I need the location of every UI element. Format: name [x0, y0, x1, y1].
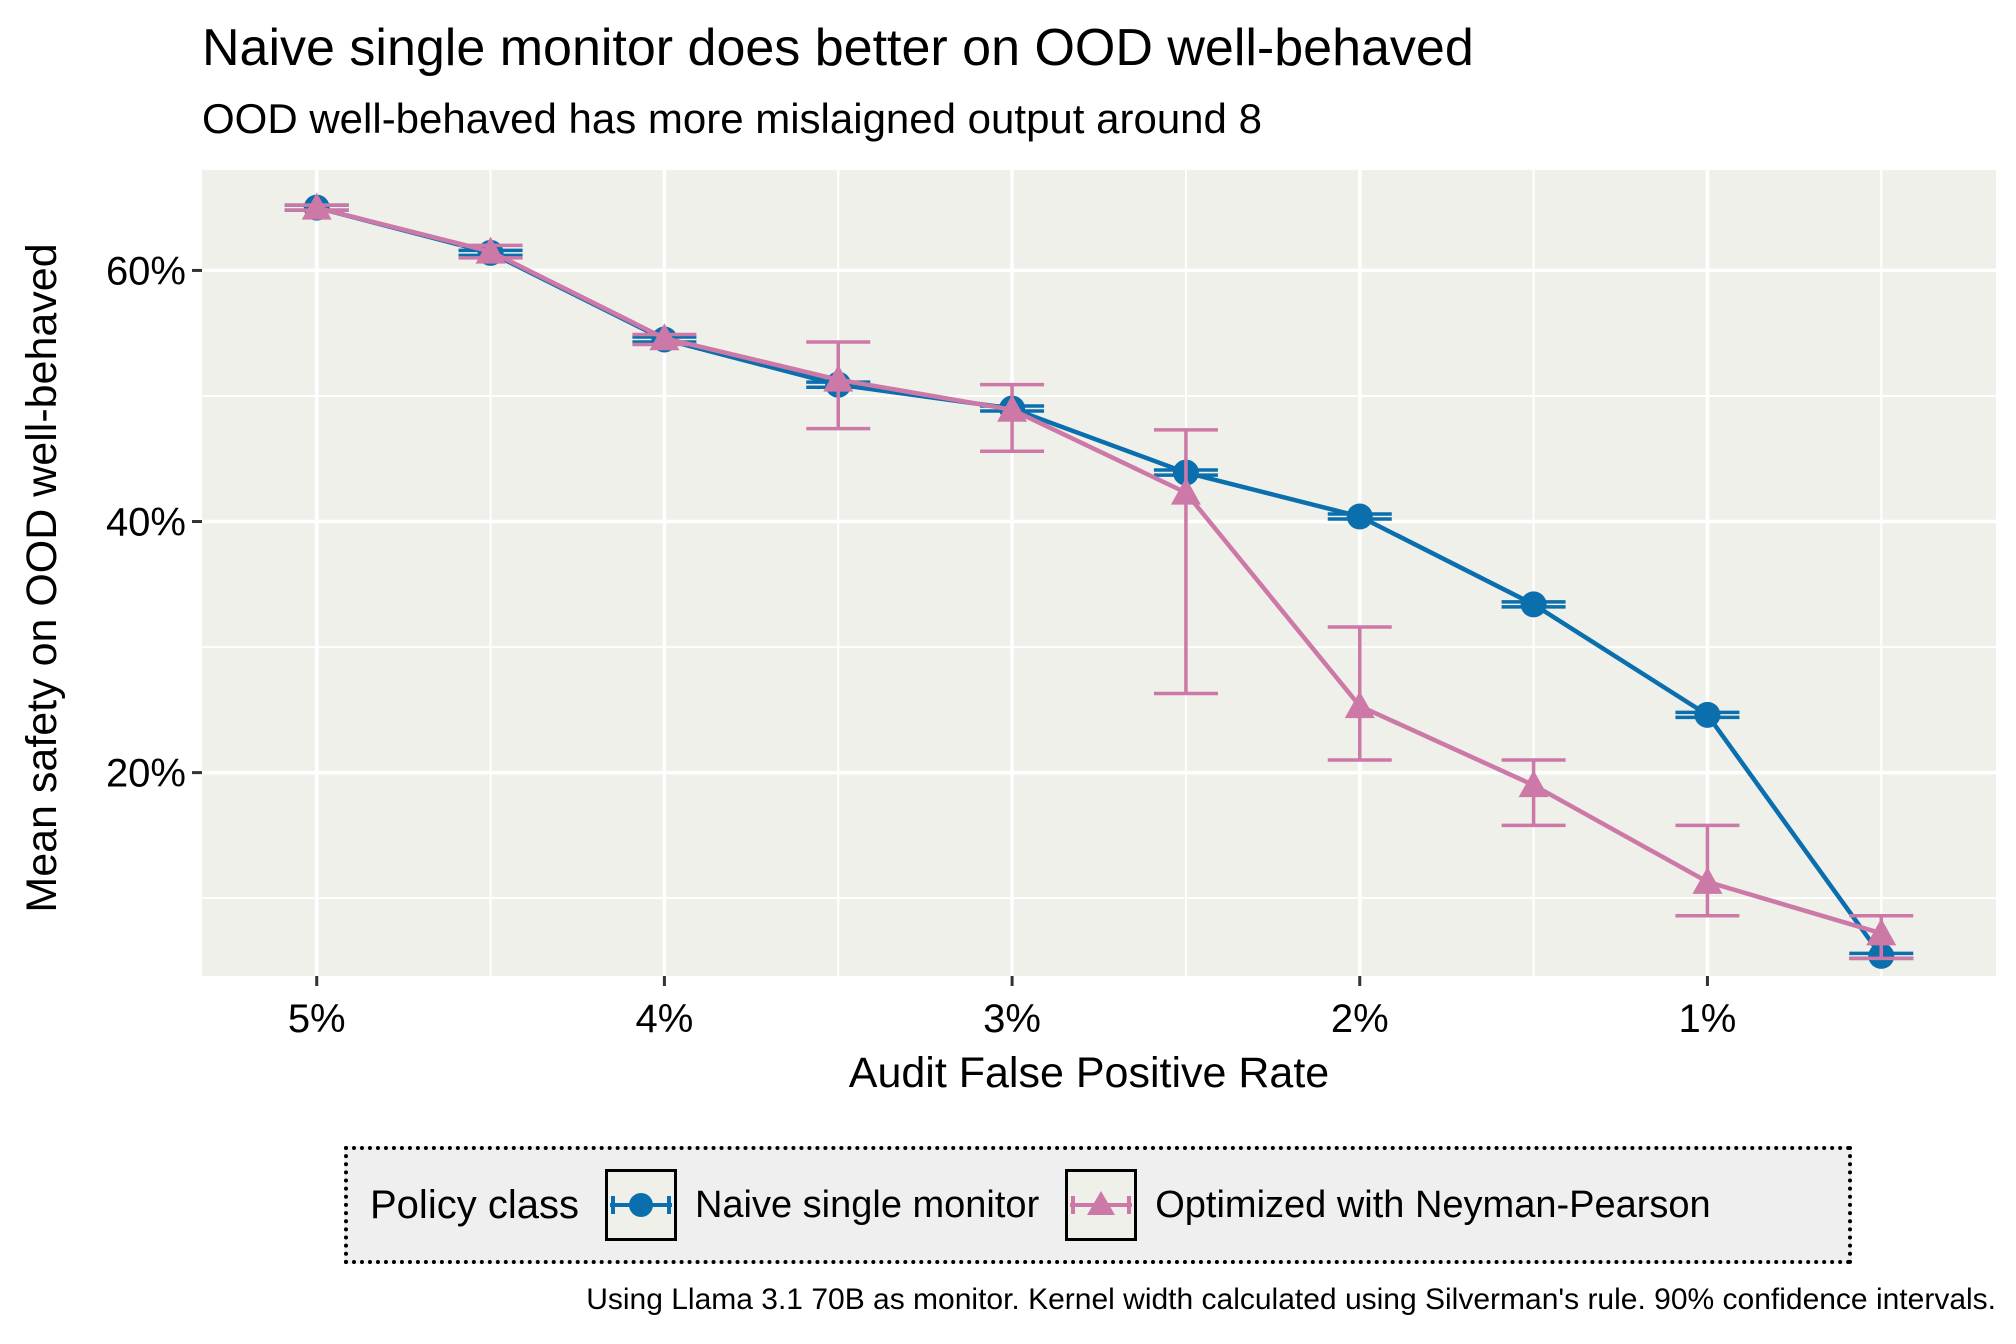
y-tick-label: 20% — [106, 752, 186, 796]
plot-panel — [202, 170, 1996, 976]
series-optimized — [284, 192, 1914, 961]
data-point-circle — [1520, 591, 1547, 618]
data-point-triangle — [823, 364, 854, 392]
data-point-circle — [1346, 503, 1373, 530]
legend-item-optimized: Optimized with Neyman-Pearson — [1065, 1169, 1711, 1241]
x-tick-label: 3% — [983, 997, 1041, 1041]
data-point-triangle — [649, 323, 680, 351]
data-point-triangle — [1170, 477, 1201, 505]
x-axis: 5% 4% 3% 2% 1% — [288, 976, 1737, 1041]
y-tick-label: 60% — [106, 249, 186, 293]
y-axis-label: Mean safety on OOD well-behaved — [18, 243, 66, 912]
legend-label-optimized: Optimized with Neyman-Pearson — [1155, 1183, 1711, 1226]
x-axis-label: Audit False Positive Rate — [849, 1049, 1329, 1097]
chart-subtitle: OOD well-behaved has more mislaigned out… — [202, 95, 1262, 142]
legend-key-triangle-icon — [1065, 1169, 1138, 1241]
data-point-triangle — [997, 394, 1028, 422]
data-point-triangle — [301, 192, 332, 220]
legend-label-naive: Naive single monitor — [694, 1183, 1040, 1226]
chart-title: Naive single monitor does better on OOD … — [202, 19, 1474, 77]
y-tick-label: 40% — [106, 501, 186, 545]
x-tick-label: 1% — [1679, 997, 1737, 1041]
data-point-triangle — [1344, 691, 1375, 719]
legend-item-naive: Naive single monitor — [604, 1169, 1040, 1241]
error-bar — [1153, 428, 1218, 696]
x-tick-label: 2% — [1331, 997, 1389, 1041]
minor-gridlines — [202, 170, 1996, 976]
x-tick-label: 5% — [288, 997, 346, 1041]
x-tick-label: 4% — [636, 997, 694, 1041]
series-layer — [284, 192, 1914, 969]
data-point-circle — [1694, 701, 1721, 728]
y-axis: 20% 40% 60% — [106, 249, 202, 796]
data-point-triangle — [1692, 866, 1723, 894]
legend-title: Policy class — [370, 1182, 579, 1227]
legend-key-circle-icon — [604, 1169, 677, 1241]
data-point-triangle — [475, 236, 506, 264]
legend: Policy class Naive single monitor Optimi… — [344, 1146, 1852, 1264]
series-line — [316, 205, 1882, 936]
data-point-triangle — [1518, 770, 1549, 798]
data-point-triangle — [1866, 918, 1897, 946]
chart-caption: Using Llama 3.1 70B as monitor. Kernel w… — [586, 1283, 1996, 1316]
